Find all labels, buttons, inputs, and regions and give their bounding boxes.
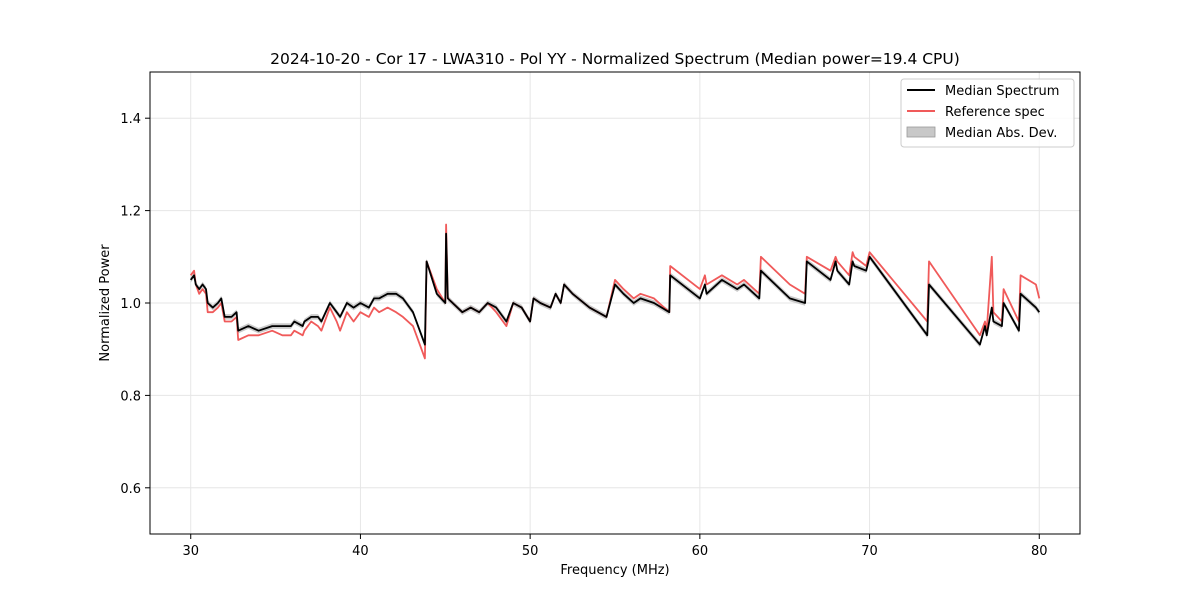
y-tick-label: 1.2 [120, 205, 141, 220]
legend-mad-swatch [906, 126, 936, 138]
x-tick-label: 30 [182, 544, 199, 559]
legend: Median Spectrum Reference spec Median Ab… [900, 78, 1075, 148]
y-tick-label: 0.8 [120, 389, 141, 404]
x-tick-label: 60 [692, 544, 709, 559]
x-tick-label: 80 [1031, 544, 1048, 559]
legend-reference-label: Reference spec [945, 105, 1045, 120]
x-axis-label: Frequency (MHz) [560, 563, 669, 578]
x-tick-label: 40 [352, 544, 369, 559]
x-axis: 30 40 50 60 70 80 [182, 534, 1048, 559]
median-spectrum-line [189, 232, 1041, 346]
chart-title: 2024-10-20 - Cor 17 - LWA310 - Pol YY - … [270, 50, 960, 68]
y-tick-label: 1.0 [120, 297, 141, 312]
series-lines [189, 223, 1041, 360]
y-tick-label: 0.6 [120, 482, 141, 497]
legend-mad-label: Median Abs. Dev. [945, 126, 1057, 141]
legend-median-label: Median Spectrum [945, 84, 1059, 99]
x-tick-label: 50 [522, 544, 539, 559]
y-tick-label: 1.4 [120, 112, 141, 127]
y-axis-label: Normalized Power [98, 244, 113, 362]
x-tick-label: 70 [861, 544, 878, 559]
legend-box [900, 78, 1075, 148]
y-axis: 0.6 0.8 1.0 1.2 1.4 [120, 112, 150, 497]
